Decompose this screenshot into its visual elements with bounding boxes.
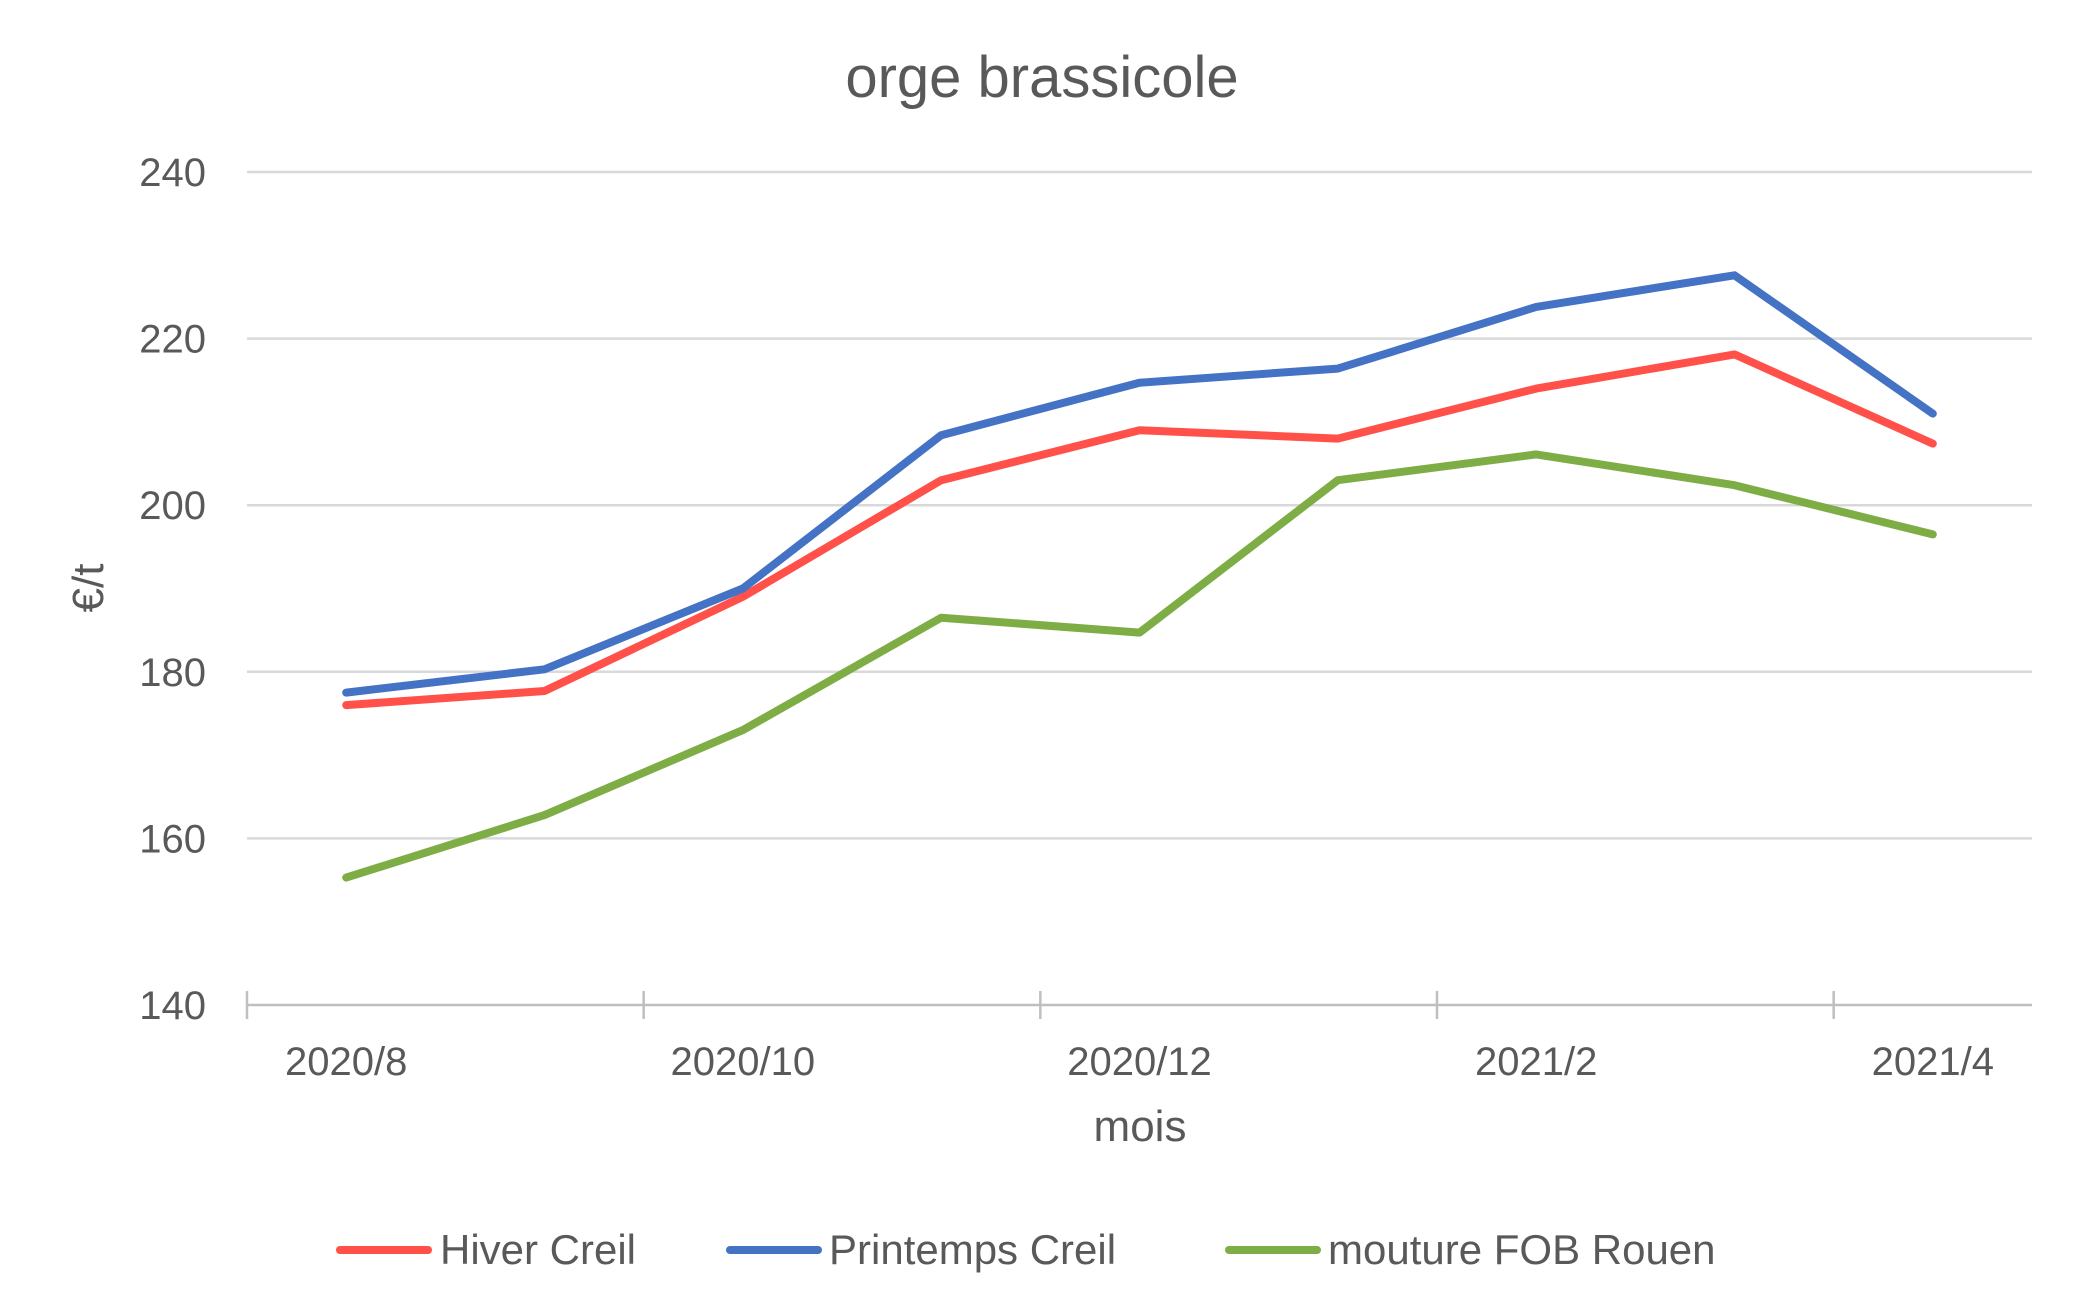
x-tick-label: 2020/8 <box>285 1040 407 1084</box>
legend-item: mouture FOB Rouen <box>1225 1226 1716 1273</box>
x-tick-label: 2021/2 <box>1475 1040 1597 1084</box>
x-tick-label: 2020/10 <box>671 1040 816 1084</box>
y-tick-label: 200 <box>139 484 206 528</box>
y-axis-tick-labels: 140 160 180 200 220 240 <box>139 151 206 1028</box>
series-line-0 <box>342 350 1937 710</box>
y-tick-label: 240 <box>139 151 206 195</box>
legend-label: Printemps Creil <box>829 1226 1116 1273</box>
x-axis-title: mois <box>1094 1102 1187 1151</box>
legend-item: Printemps Creil <box>726 1226 1116 1273</box>
series-line-2 <box>342 450 1937 882</box>
legend-label: mouture FOB Rouen <box>1328 1226 1716 1273</box>
gridlines <box>247 170 2032 840</box>
legend-item: Hiver Creil <box>336 1226 636 1273</box>
x-tick-label: 2020/12 <box>1067 1040 1212 1084</box>
y-tick-label: 140 <box>139 984 206 1028</box>
x-tick-label: 2021/4 <box>1872 1040 1994 1084</box>
y-tick-label: 220 <box>139 318 206 362</box>
x-axis-tick-labels: 2020/8 2020/10 2020/12 2021/2 2021/4 <box>285 1040 1994 1084</box>
legend: Hiver Creil Printemps Creil mouture FOB Ro… <box>336 1226 1716 1273</box>
y-tick-label: 180 <box>139 651 206 695</box>
y-axis-title: €/t <box>64 564 113 613</box>
legend-label: Hiver Creil <box>440 1226 636 1273</box>
y-tick-label: 160 <box>139 817 206 861</box>
series-lines <box>342 271 1937 882</box>
x-axis <box>245 991 2032 1019</box>
series-line-1 <box>342 271 1937 697</box>
chart-title: orge brassicole <box>845 45 1238 110</box>
